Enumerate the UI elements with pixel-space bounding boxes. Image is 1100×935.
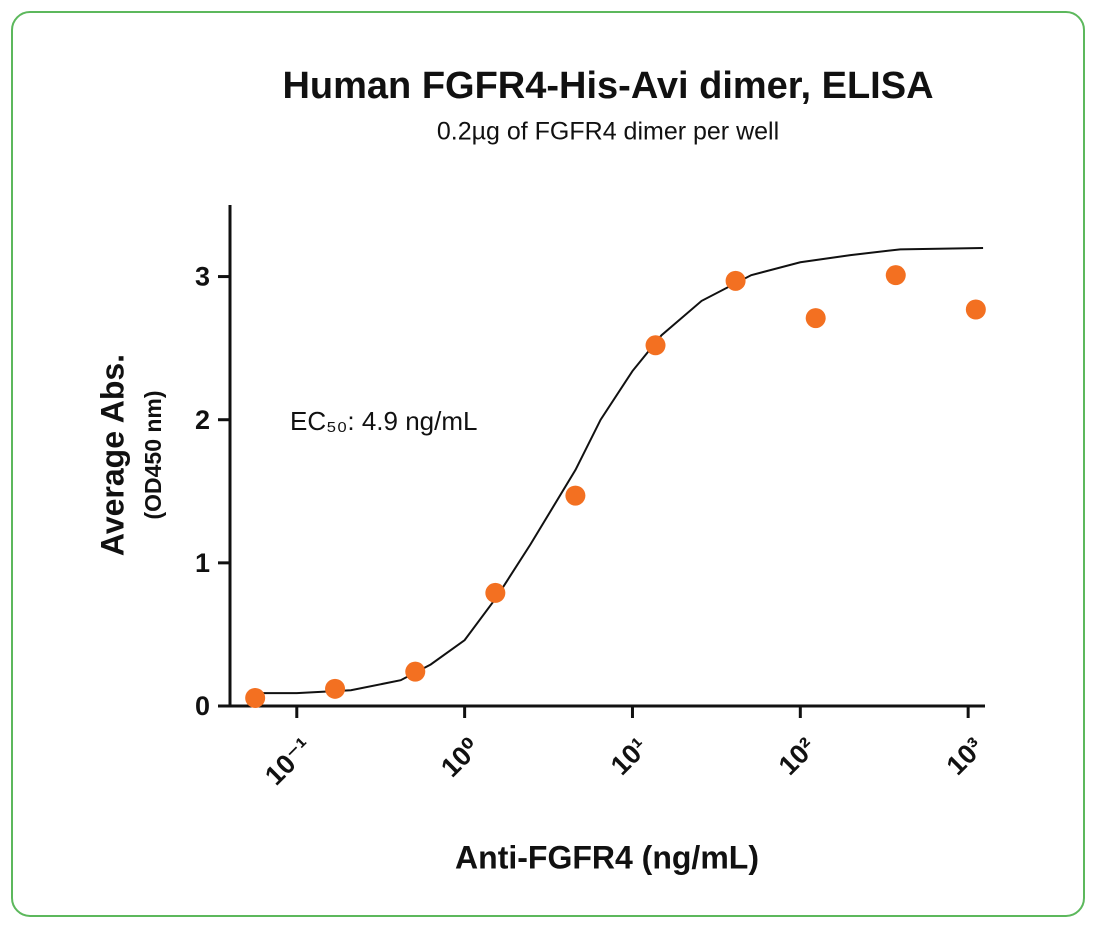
data-point [325,678,346,699]
data-point [485,582,506,603]
y-axis-sublabel: (OD450 nm) [140,390,166,519]
data-point [645,335,666,356]
data-point [405,661,426,682]
data-point [565,485,586,506]
data-point [245,687,266,708]
y-tick-label: 0 [195,691,210,721]
data-point [805,308,826,329]
chart-subtitle: 0.2µg of FGFR4 dimer per well [437,118,779,146]
data-point [885,265,906,286]
card-frame [11,11,1085,917]
annotation: EC₅₀: 4.9 ng/mL [290,406,477,436]
data-point [725,270,746,291]
y-axis-label: Average Abs. [94,354,130,556]
y-tick-label: 3 [195,262,210,292]
x-axis-label: Anti-FGFR4 (ng/mL) [455,839,759,875]
y-tick-label: 2 [195,405,210,435]
fit-curve [247,246,984,695]
data-point [965,299,986,320]
chart-title: Human FGFR4-His-Avi dimer, ELISA [282,65,933,107]
y-tick-label: 1 [195,548,210,578]
